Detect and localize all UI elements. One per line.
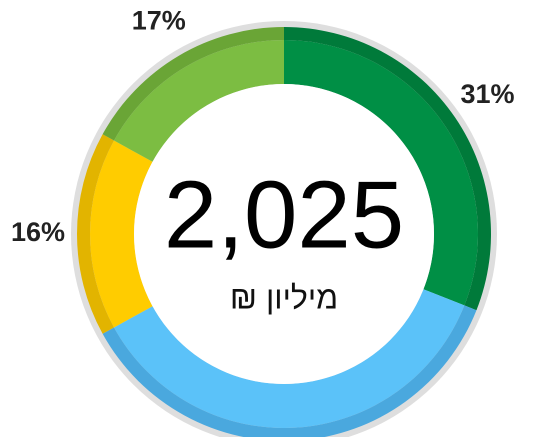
segment <box>284 40 479 306</box>
value-label: 16% <box>11 217 65 247</box>
segments <box>77 27 492 437</box>
center-value: 2,025 <box>164 161 404 268</box>
value-label: 17% <box>132 5 186 35</box>
center-hole <box>134 84 434 384</box>
segment-edge <box>284 27 492 311</box>
segment-edge <box>77 134 114 334</box>
segment-edge <box>102 27 284 141</box>
segment-edge <box>102 305 477 437</box>
center-unit: מיליון ₪ <box>230 279 338 315</box>
value-label: 31% <box>460 79 514 109</box>
segment <box>90 140 153 328</box>
segment <box>113 289 465 428</box>
segment <box>113 40 284 162</box>
